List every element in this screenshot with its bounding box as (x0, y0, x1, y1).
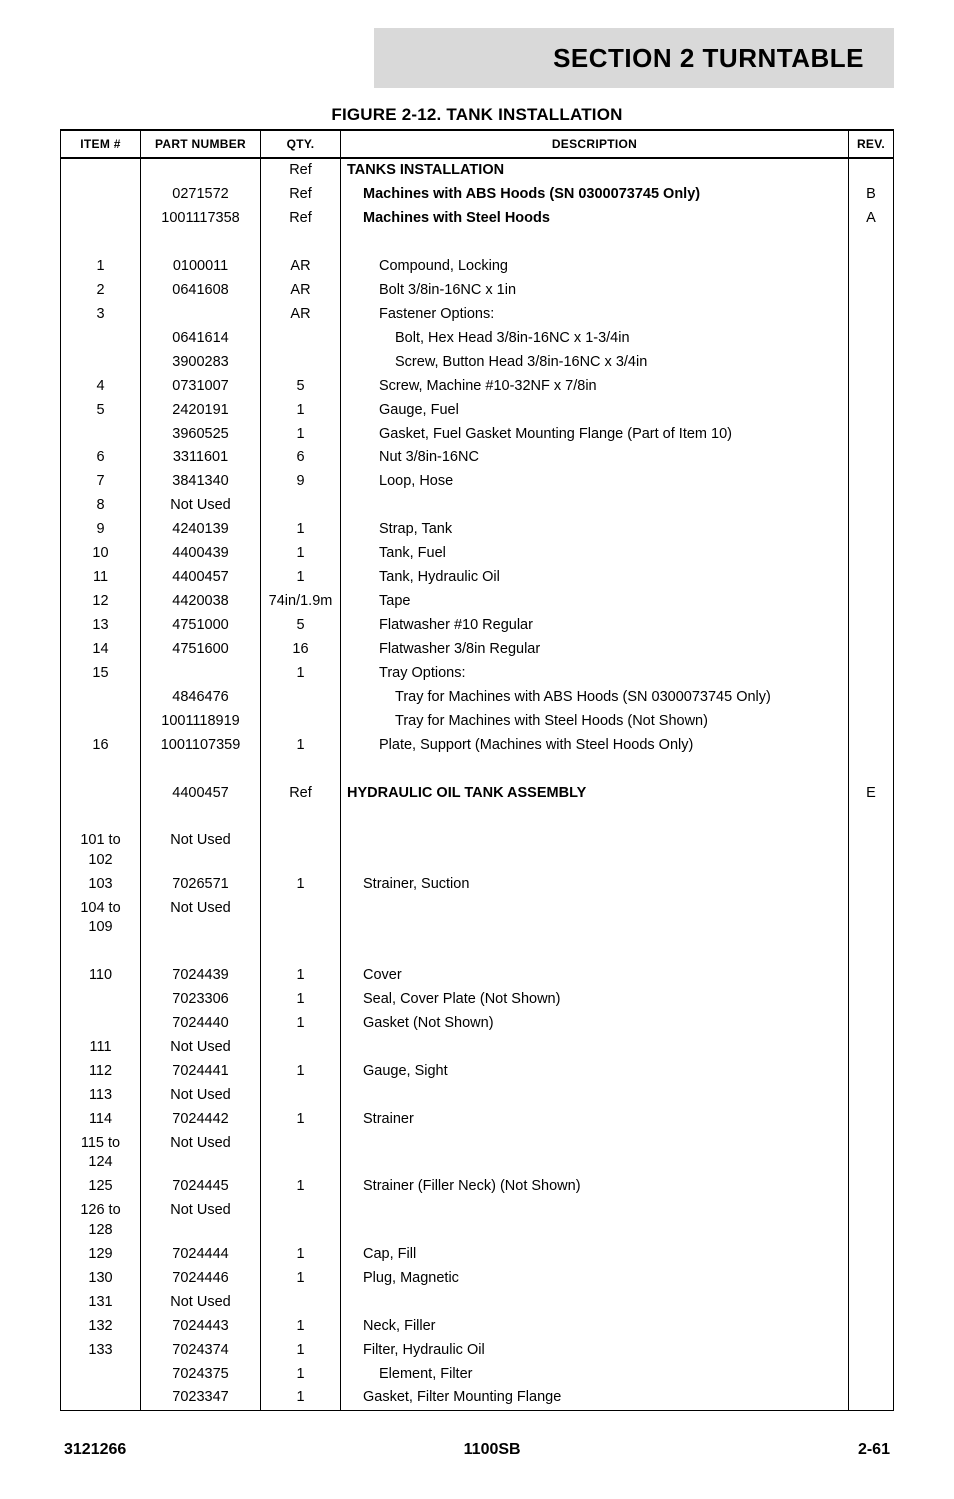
table-row: 11270244411Gauge, Sight (61, 1060, 894, 1084)
table-row: 1347510005Flatwasher #10 Regular (61, 614, 894, 638)
table-row: 104 to 109Not Used (61, 897, 894, 941)
page-footer: 3121266 1100SB 2-61 (60, 1441, 894, 1459)
table-row: 524201911Gauge, Fuel (61, 398, 894, 422)
figure-title: FIGURE 2-12. TANK INSTALLATION (60, 105, 894, 125)
footer-left: 3121266 (64, 1441, 126, 1459)
table-row: 113Not Used (61, 1084, 894, 1108)
table-row: 70243751Element, Filter (61, 1362, 894, 1386)
table-row: 12570244451Strainer (Filler Neck) (Not S… (61, 1175, 894, 1199)
table-row: 39605251Gasket, Fuel Gasket Mounting Fla… (61, 422, 894, 446)
table-row (61, 231, 894, 255)
footer-right: 2-61 (858, 1441, 890, 1459)
table-row: 3ARFastener Options: (61, 303, 894, 327)
table-row: 738413409Loop, Hose (61, 470, 894, 494)
table-row: 13070244461Plug, Magnetic (61, 1267, 894, 1291)
table-row: 12442003874in/1.9mTape (61, 590, 894, 614)
table-row: 3900283Screw, Button Head 3/8in-16NC x 3… (61, 351, 894, 375)
table-row: 11470244421Strainer (61, 1108, 894, 1132)
table-row: 4400457RefHYDRAULIC OIL TANK ASSEMBLYE (61, 781, 894, 805)
table-row: 1001118919Tray for Machines with Steel H… (61, 710, 894, 734)
table-row: 4846476Tray for Machines with ABS Hoods … (61, 686, 894, 710)
table-row: 407310075Screw, Machine #10-32NF x 7/8in (61, 374, 894, 398)
table-row: 0271572RefMachines with ABS Hoods (SN 03… (61, 183, 894, 207)
table-row: 70244401Gasket (Not Shown) (61, 1012, 894, 1036)
table-row: 1001117358RefMachines with Steel HoodsA (61, 207, 894, 231)
table-row (61, 940, 894, 964)
table-row: 10370265711Strainer, Suction (61, 873, 894, 897)
table-row: 1044004391Tank, Fuel (61, 542, 894, 566)
table-row: 13270244431Neck, Filler (61, 1314, 894, 1338)
table-row: 1144004571Tank, Hydraulic Oil (61, 566, 894, 590)
table-row: 8Not Used (61, 494, 894, 518)
table-row: 0641614Bolt, Hex Head 3/8in-16NC x 1-3/4… (61, 327, 894, 351)
table-header-row: ITEM # PART NUMBER QTY. DESCRIPTION REV. (61, 130, 894, 158)
table-row: 12970244441Cap, Fill (61, 1243, 894, 1267)
table-row: 13370243741Filter, Hydraulic Oil (61, 1338, 894, 1362)
table-row: 11070244391Cover (61, 964, 894, 988)
table-row: 151Tray Options: (61, 662, 894, 686)
table-row: 942401391Strap, Tank (61, 518, 894, 542)
section-header-band: SECTION 2 TURNTABLE (374, 28, 894, 88)
section-title: SECTION 2 TURNTABLE (553, 43, 864, 74)
table-body: RefTANKS INSTALLATION0271572RefMachines … (61, 158, 894, 1411)
col-rev: REV. (849, 130, 894, 158)
col-part: PART NUMBER (141, 130, 261, 158)
table-row (61, 757, 894, 781)
table-row: RefTANKS INSTALLATION (61, 158, 894, 183)
col-item: ITEM # (61, 130, 141, 158)
page: SECTION 2 TURNTABLE FIGURE 2-12. TANK IN… (0, 0, 954, 1499)
parts-table: ITEM # PART NUMBER QTY. DESCRIPTION REV.… (60, 129, 894, 1411)
table-row: 115 to 124Not Used (61, 1132, 894, 1176)
col-qty: QTY. (261, 130, 341, 158)
table-row: 131Not Used (61, 1291, 894, 1315)
table-row: 126 to 128Not Used (61, 1199, 894, 1243)
table-row: 111Not Used (61, 1036, 894, 1060)
footer-center: 1100SB (464, 1441, 521, 1459)
table-row: 633116016Nut 3/8in-16NC (61, 446, 894, 470)
table-row (61, 805, 894, 829)
table-row: 101 to 102Not Used (61, 829, 894, 873)
table-row: 14475160016Flatwasher 3/8in Regular (61, 638, 894, 662)
table-row: 70233061Seal, Cover Plate (Not Shown) (61, 988, 894, 1012)
table-row: 70233471Gasket, Filter Mounting Flange (61, 1386, 894, 1410)
table-row: 1610011073591Plate, Support (Machines wi… (61, 734, 894, 758)
table-row: 20641608ARBolt 3/8in-16NC x 1in (61, 279, 894, 303)
table-row: 10100011ARCompound, Locking (61, 255, 894, 279)
col-desc: DESCRIPTION (341, 130, 849, 158)
